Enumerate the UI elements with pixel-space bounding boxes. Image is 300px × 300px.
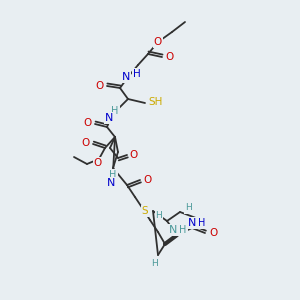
Text: O: O [94,158,102,168]
Text: O: O [209,228,217,238]
Text: H: H [151,259,158,268]
Text: O: O [165,52,173,62]
Text: O: O [96,81,104,91]
Text: O: O [154,37,162,47]
Text: SH: SH [149,97,163,107]
Text: N: N [122,72,130,82]
Text: H: H [109,170,117,180]
Text: H: H [179,225,187,235]
Text: H: H [133,69,141,79]
Text: H: H [198,218,206,228]
Text: O: O [144,175,152,185]
Text: N: N [188,218,196,228]
Text: N: N [169,225,177,235]
Text: N: N [107,178,115,188]
Text: O: O [82,138,90,148]
Text: H: H [156,211,162,220]
Text: H: H [111,106,119,116]
Text: S: S [142,206,148,216]
Text: O: O [130,150,138,160]
Text: H: H [184,203,191,212]
Text: O: O [84,118,92,128]
Text: N: N [105,113,113,123]
